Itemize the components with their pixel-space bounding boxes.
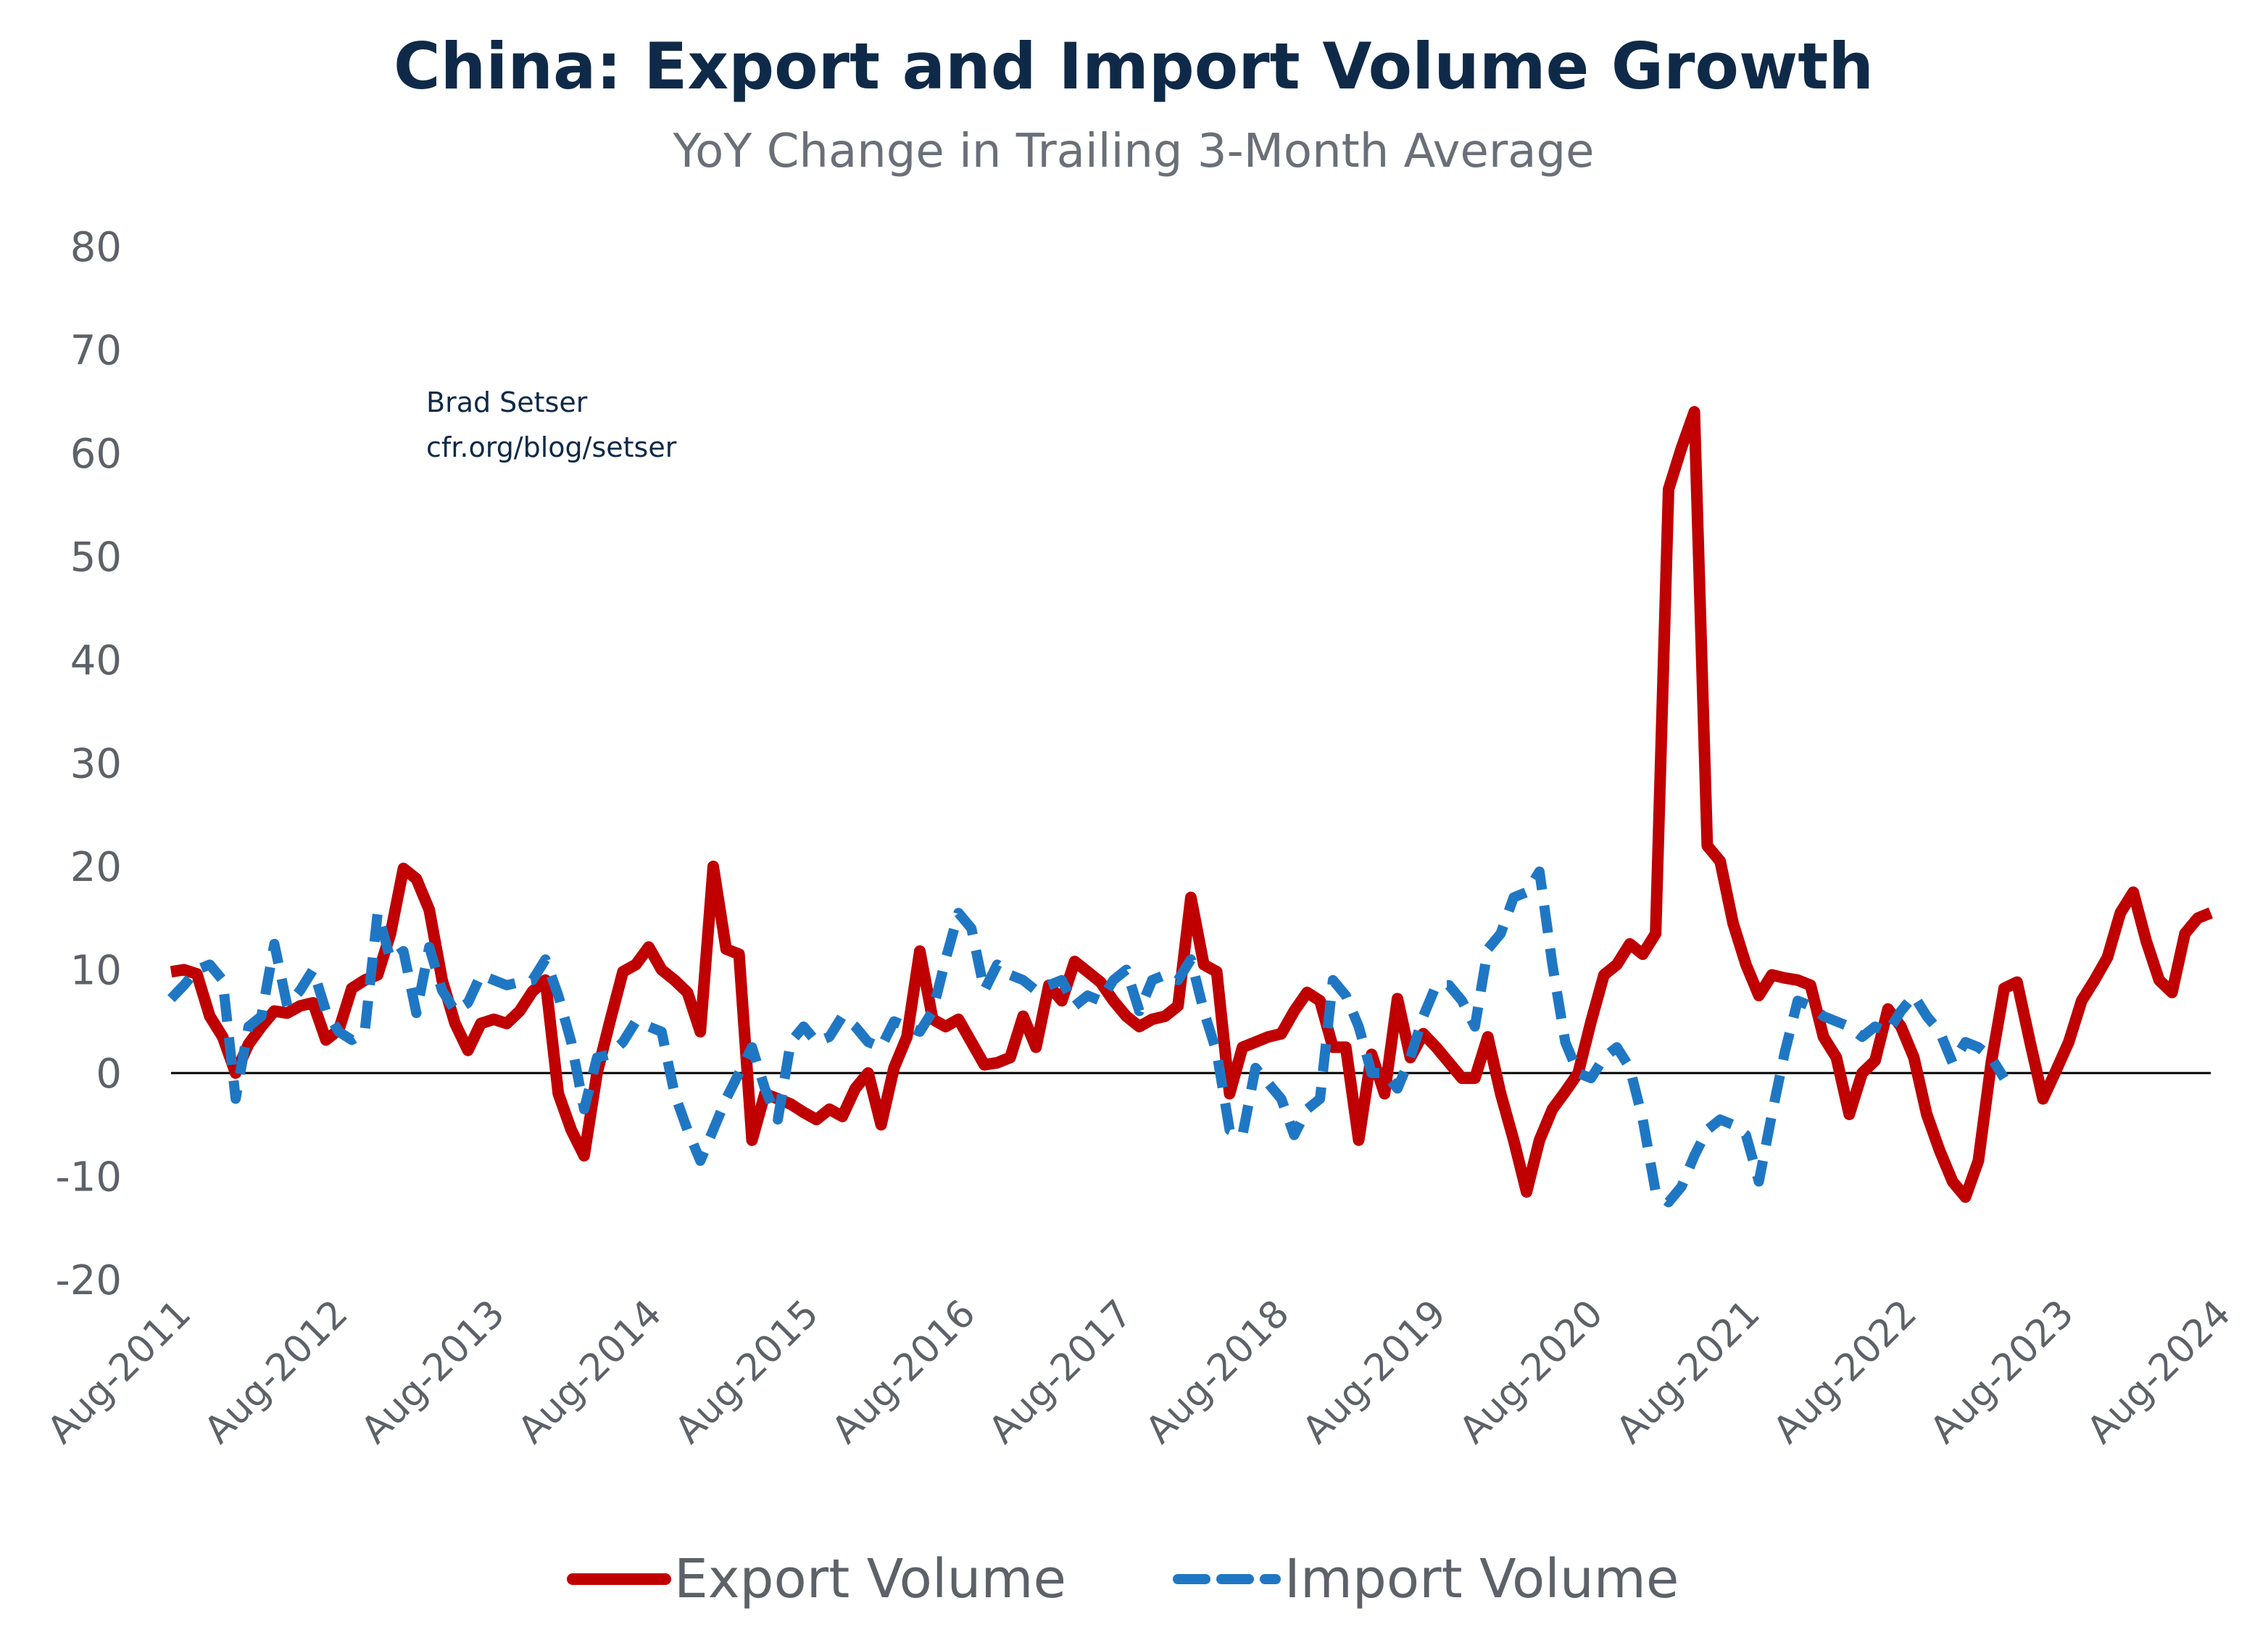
x-tick-label: Aug-2011 [39,1292,199,1452]
x-axis-ticks: Aug-2011Aug-2012Aug-2013Aug-2014Aug-2015… [39,1292,2239,1452]
x-tick-label: Aug-2018 [1137,1292,1297,1452]
x-tick-label: Aug-2017 [981,1292,1141,1452]
legend-export-label: Export Volume [674,1548,1066,1610]
series-layer [167,406,2213,1208]
x-tick-label: Aug-2019 [1295,1292,1455,1452]
y-tick-label: 20 [70,844,122,891]
x-tick-label: Aug-2023 [1922,1292,2082,1452]
y-tick-label: 50 [70,534,122,581]
y-tick-label: 60 [70,431,122,478]
y-tick-label: 10 [70,948,122,995]
source-url: cfr.org/blog/setser [426,431,677,463]
import-volume-line [167,866,2009,1208]
chart-subtitle: YoY Change in Trailing 3-Month Average [673,125,1595,178]
x-tick-label: Aug-2013 [353,1292,513,1452]
y-tick-label: 0 [96,1051,122,1098]
y-tick-label: 30 [70,741,122,788]
source-author: Brad Setser [426,386,588,418]
x-tick-label: Aug-2022 [1765,1292,1925,1452]
y-axis-ticks: -20 -10 0 10 20 30 40 50 60 70 80 [56,224,122,1304]
x-tick-label: Aug-2021 [1608,1292,1769,1452]
x-tick-label: Aug-2024 [2079,1292,2239,1452]
y-tick-label: 80 [70,224,122,271]
legend: Export Volume Import Volume [567,1548,1679,1610]
y-tick-label: -10 [56,1154,122,1201]
export-volume-line [170,406,2213,1203]
chart-title: China: Export and Import Volume Growth [394,29,1874,104]
y-tick-label: -20 [56,1257,122,1304]
x-tick-label: Aug-2020 [1451,1292,1611,1452]
y-tick-label: 70 [70,328,122,375]
x-tick-label: Aug-2014 [510,1292,670,1452]
x-tick-label: Aug-2016 [823,1292,984,1452]
x-tick-label: Aug-2015 [667,1292,827,1452]
y-tick-label: 40 [70,637,122,684]
legend-import-label: Import Volume [1284,1548,1679,1610]
x-tick-label: Aug-2012 [196,1292,357,1452]
